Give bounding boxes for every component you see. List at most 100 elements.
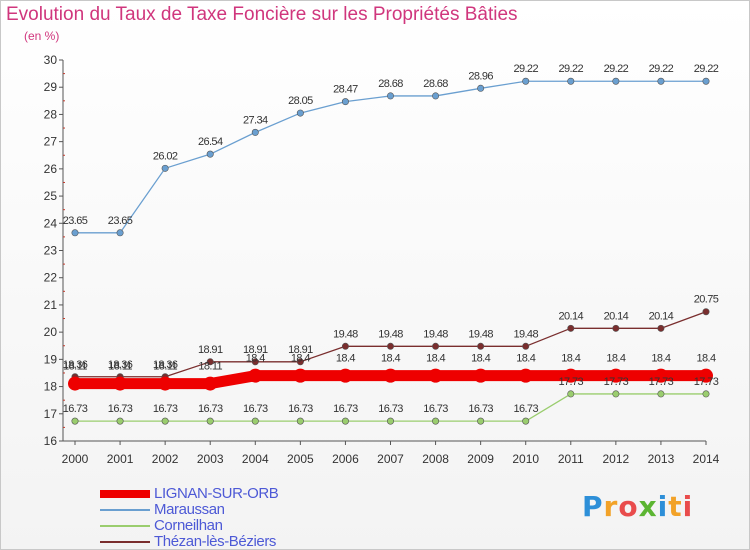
y-tick-label: 30	[44, 53, 58, 67]
data-point	[206, 417, 214, 425]
data-label: 19.48	[333, 328, 358, 340]
data-point	[428, 368, 443, 383]
legend-label: Corneilhan	[154, 517, 223, 534]
y-tick-label: 20	[44, 325, 58, 339]
data-point	[473, 368, 488, 383]
data-label: 18.4	[291, 353, 310, 365]
data-point	[702, 390, 710, 398]
data-point	[657, 390, 665, 398]
data-label: 23.65	[108, 215, 133, 227]
data-point	[251, 417, 259, 425]
data-point	[477, 417, 485, 425]
data-point	[518, 368, 533, 383]
data-label: 18.91	[243, 344, 268, 356]
data-label: 16.73	[288, 403, 313, 415]
data-label: 18.91	[198, 344, 223, 356]
legend-swatch	[100, 509, 150, 511]
data-label: 28.96	[468, 70, 493, 82]
data-point	[522, 342, 530, 350]
data-point	[251, 358, 259, 366]
x-tick-label: 2005	[287, 452, 314, 466]
data-label: 16.73	[153, 403, 178, 415]
data-label: 18.4	[606, 353, 625, 365]
data-point	[341, 98, 349, 106]
data-label: 16.73	[423, 403, 448, 415]
chart-unit-label: (en %)	[24, 29, 60, 43]
x-tick-label: 2006	[332, 452, 359, 466]
data-label: 20.14	[649, 310, 674, 322]
data-point	[702, 308, 710, 316]
data-label: 17.73	[604, 376, 629, 388]
y-tick-label: 18	[44, 380, 58, 394]
data-label: 28.68	[378, 78, 403, 90]
data-label: 19.48	[378, 328, 403, 340]
legend-swatch	[100, 541, 150, 543]
data-point	[702, 77, 710, 85]
data-label: 16.73	[108, 403, 133, 415]
data-point	[248, 368, 263, 383]
data-label: 18.4	[246, 353, 265, 365]
data-label: 18.4	[516, 353, 535, 365]
y-tick-label: 29	[44, 80, 58, 94]
data-label: 29.22	[694, 63, 719, 75]
y-tick-label: 28	[44, 107, 58, 121]
data-label: 18.4	[471, 353, 490, 365]
data-label: 18.11	[63, 361, 87, 373]
y-tick-label: 16	[44, 434, 58, 448]
x-tick-label: 2002	[152, 452, 179, 466]
data-point	[699, 368, 713, 383]
data-point	[71, 229, 79, 237]
data-point	[296, 417, 304, 425]
data-label: 23.65	[63, 215, 88, 227]
y-tick-label: 22	[44, 271, 58, 285]
x-tick-label: 2000	[62, 452, 89, 466]
data-point	[206, 358, 214, 366]
data-label: 18.36	[108, 359, 133, 371]
legend-item: LIGNAN-SUR-ORB	[100, 485, 360, 502]
data-point	[386, 342, 394, 350]
x-tick-label: 2010	[512, 452, 539, 466]
data-label: 29.22	[604, 63, 629, 75]
y-tick-label: 24	[44, 216, 58, 230]
x-tick-label: 2012	[603, 452, 630, 466]
y-tick-label: 25	[44, 189, 58, 203]
data-label: 27.34	[243, 114, 268, 126]
data-label: 18.91	[288, 344, 313, 356]
data-point	[477, 84, 485, 92]
data-label: 18.36	[63, 359, 88, 371]
data-point	[113, 376, 128, 391]
data-point	[612, 390, 620, 398]
data-point	[608, 368, 623, 383]
data-label: 18.11	[198, 361, 222, 373]
x-tick-label: 2004	[242, 452, 269, 466]
data-label: 29.22	[559, 63, 584, 75]
data-point	[161, 164, 169, 172]
data-label: 28.05	[288, 95, 313, 107]
data-point	[338, 368, 353, 383]
data-point	[383, 368, 398, 383]
data-label: 18.11	[153, 361, 177, 373]
data-point	[432, 342, 440, 350]
data-point	[567, 390, 575, 398]
data-label: 19.48	[513, 328, 538, 340]
data-point	[386, 92, 394, 100]
proxiti-logo: Proxiti	[582, 490, 694, 523]
data-label: 17.73	[694, 376, 719, 388]
legend-item: Maraussan	[100, 501, 360, 518]
y-tick-label: 27	[44, 135, 58, 149]
data-label: 26.54	[198, 136, 223, 148]
legend-item: Corneilhan	[100, 517, 360, 534]
data-point	[293, 368, 308, 383]
data-point	[563, 368, 578, 383]
data-point	[161, 417, 169, 425]
data-label: 18.36	[153, 359, 178, 371]
data-point	[341, 342, 349, 350]
data-label: 16.73	[378, 403, 403, 415]
data-label: 16.73	[513, 403, 538, 415]
data-point	[657, 324, 665, 332]
data-point	[432, 92, 440, 100]
data-label: 16.73	[243, 403, 268, 415]
y-tick-label: 26	[44, 162, 58, 176]
legend-label: Maraussan	[154, 501, 225, 518]
